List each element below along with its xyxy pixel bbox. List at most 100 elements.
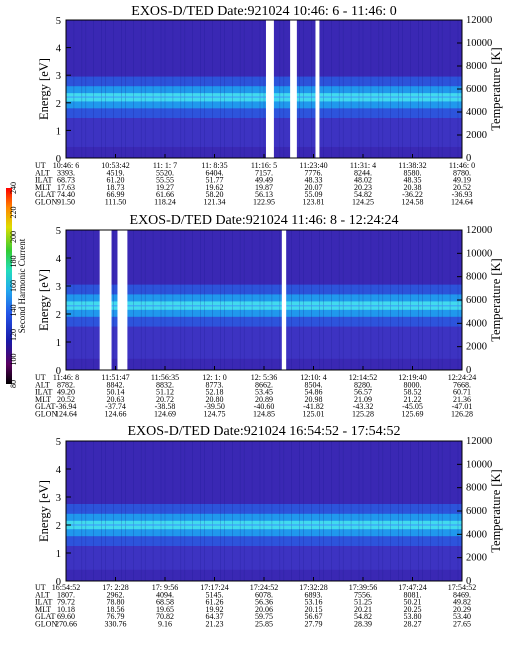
orbit-cell: 124.58 (402, 198, 424, 207)
data-gap (315, 20, 320, 158)
temperature-tick-label: 8000 (466, 272, 487, 283)
orbit-cell: 79.72 (57, 598, 75, 607)
orbit-cell: 330.76 (105, 620, 127, 629)
energy-tick-label: 5 (56, 16, 61, 27)
energy-tick-label: 4 (56, 465, 62, 476)
colorbar-tick-label: 120 (9, 329, 18, 341)
orbit-cell: 1807. (57, 590, 75, 599)
orbit-cell: 12:19:40 (398, 373, 426, 382)
orbit-row-label: GLAT (35, 190, 56, 199)
orbit-cell: 20.23 (354, 183, 372, 192)
orbit-cell: 20.38 (404, 183, 422, 192)
orbit-cell: -36.93 (452, 190, 473, 199)
orbit-cell: 2962. (107, 590, 125, 599)
orbit-row-label: MLT (35, 395, 51, 404)
energy-tick-label: 4 (56, 254, 62, 265)
orbit-cell: 17:39:56 (349, 583, 377, 592)
orbit-cell: 8244. (354, 168, 372, 177)
orbit-cell: 70.82 (156, 612, 174, 621)
orbit-cell: 61.20 (107, 176, 125, 185)
orbit-cell: 124.85 (253, 410, 275, 419)
orbit-cell: 10.18 (57, 605, 75, 614)
temperature-tick-label: 6000 (466, 295, 487, 306)
orbit-cell: 5520. (156, 168, 174, 177)
orbit-cell: 53.40 (453, 612, 471, 621)
orbit-cell: 61.66 (156, 190, 174, 199)
orbit-cell: 8832. (156, 380, 174, 389)
orbit-cell: 8773. (206, 380, 224, 389)
orbit-cell: 12:14:52 (349, 373, 377, 382)
temperature-tick-label: 10000 (466, 38, 492, 49)
orbit-cell: 55.55 (156, 176, 174, 185)
orbit-cell: 56.67 (305, 612, 323, 621)
energy-tick-label: 5 (56, 437, 61, 448)
orbit-cell: 126.28 (451, 410, 473, 419)
orbit-cell: 11:31: 4 (350, 161, 376, 170)
orbit-cell: 11:46: 8 (53, 373, 79, 382)
energy-axis-label: Energy [eV] (37, 269, 51, 331)
orbit-row-label: UT (35, 161, 46, 170)
orbit-cell: 20.63 (107, 395, 125, 404)
orbit-cell: 7776. (305, 168, 323, 177)
orbit-cell: -37.74 (105, 402, 126, 411)
orbit-cell: 19.27 (156, 183, 174, 192)
orbit-cell: 11:23:40 (299, 161, 327, 170)
orbit-cell: 19.65 (156, 605, 174, 614)
colorbar-tick-label: 180 (9, 256, 18, 268)
orbit-cell: 124.25 (352, 198, 374, 207)
colorbar-tick-label: 240 (9, 182, 18, 194)
orbit-cell: 50.14 (107, 388, 125, 397)
orbit-cell: 125.69 (402, 410, 424, 419)
orbit-cell: 17: 9:56 (152, 583, 178, 592)
energy-tick-label: 0 (56, 154, 61, 165)
energy-tick-label: 1 (56, 338, 61, 349)
colorbar-scale (6, 188, 12, 384)
orbit-cell: 11: 1: 7 (153, 161, 177, 170)
orbit-cell: 51.25 (354, 598, 372, 607)
orbit-cell: 49.19 (453, 176, 471, 185)
orbit-cell: 8780. (453, 168, 471, 177)
orbit-cell: 48.35 (404, 176, 422, 185)
orbit-cell: 17.63 (57, 183, 75, 192)
temperature-tick-label: 4000 (466, 529, 487, 540)
orbit-cell: 51.12 (156, 388, 174, 397)
orbit-cell: 50.21 (404, 598, 422, 607)
colorbar-tick-label: 140 (9, 305, 18, 317)
energy-tick-label: 2 (56, 310, 61, 321)
temperature-tick-label: 0 (466, 576, 471, 587)
orbit-cell: 20.52 (57, 395, 75, 404)
orbit-cell: 58.52 (404, 388, 422, 397)
orbit-cell: 4519. (107, 168, 125, 177)
heatmap-area (66, 441, 462, 581)
orbit-cell: 124.75 (204, 410, 226, 419)
orbit-cell: 12: 5:36 (251, 373, 277, 382)
temperature-tick-label: 12000 (466, 15, 492, 26)
temperature-tick-label: 8000 (466, 61, 487, 72)
temperature-tick-label: 6000 (466, 506, 487, 517)
orbit-cell: 6078. (255, 590, 273, 599)
orbit-cell: 12: 1: 0 (202, 373, 226, 382)
orbit-cell: 49.20 (57, 388, 75, 397)
orbit-cell: 21.09 (354, 395, 372, 404)
orbit-cell: 49.82 (453, 598, 471, 607)
orbit-cell: 28.39 (354, 620, 372, 629)
panel-title: EXOS-D/TED Date:921024 11:46: 8 - 12:24:… (130, 213, 399, 228)
orbit-cell: 68.58 (156, 598, 174, 607)
orbit-cell: 20.52 (453, 183, 471, 192)
orbit-row-label: ALT (35, 380, 50, 389)
orbit-cell: 118.24 (154, 198, 176, 207)
orbit-cell: 12:24:24 (448, 373, 476, 382)
orbit-row-label: MLT (35, 605, 51, 614)
orbit-cell: 20.06 (255, 605, 273, 614)
orbit-cell: 21.36 (453, 395, 471, 404)
orbit-cell: 19.87 (255, 183, 273, 192)
panel-title: EXOS-D/TED Date:921024 16:54:52 - 17:54:… (128, 424, 401, 439)
temperature-tick-label: 4000 (466, 318, 487, 329)
orbit-cell: 53.45 (255, 388, 273, 397)
orbit-cell: 76.79 (107, 612, 125, 621)
orbit-cell: 20.07 (305, 183, 323, 192)
orbit-cell: 16:54:52 (52, 583, 80, 592)
temperature-tick-label: 12000 (466, 436, 492, 447)
